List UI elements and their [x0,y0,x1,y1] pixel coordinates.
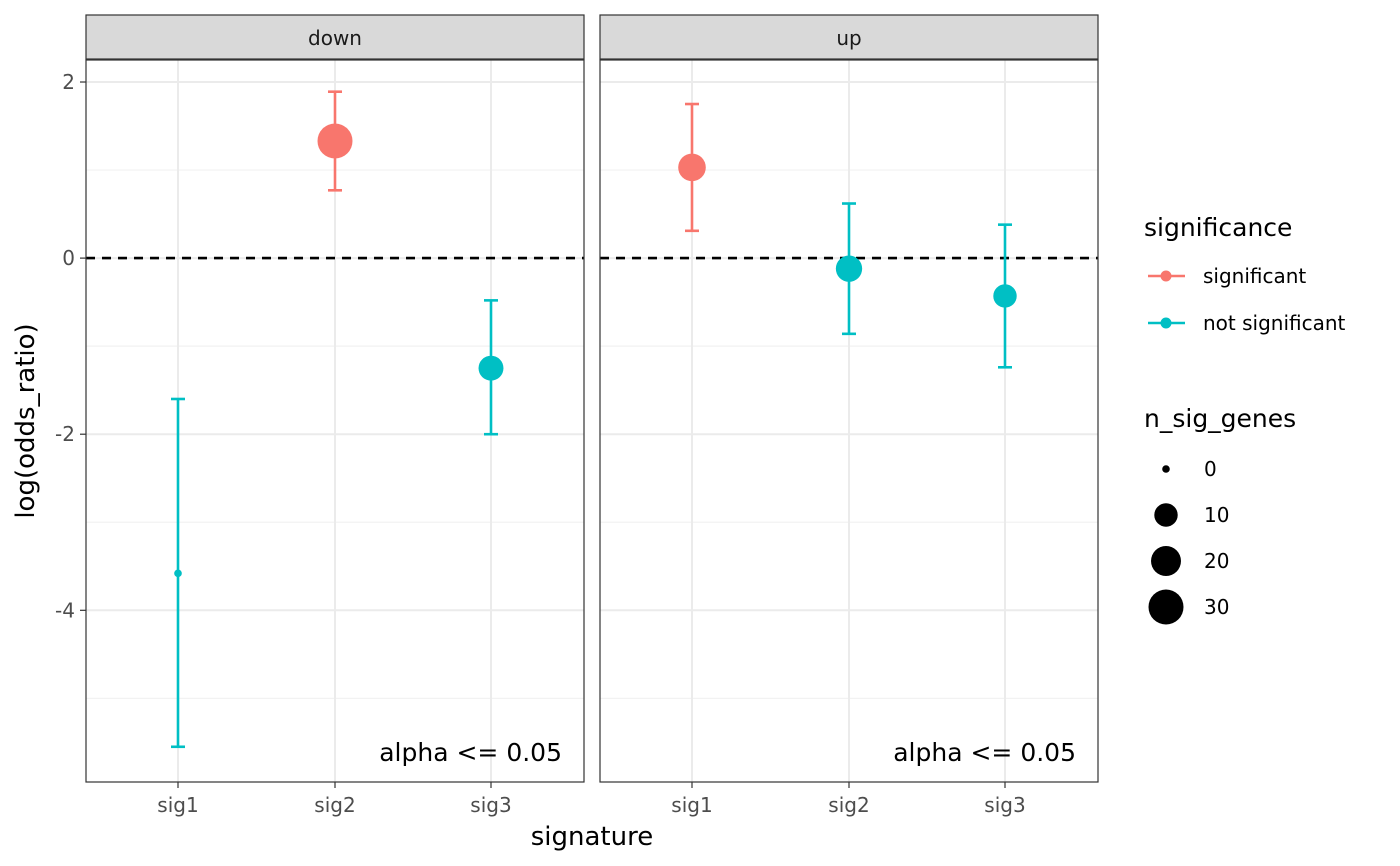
facet-strip [599,14,1099,60]
facet-panel-down: down alpha <= 0.05 sig1 sig2 sig3 [85,14,585,817]
data-point-up-sig2 [835,202,863,336]
legend-size-item: 20 [1151,546,1229,576]
alpha-annotation: alpha <= 0.05 [379,738,562,767]
legend-color-label: significant [1203,264,1306,288]
legend: significance significant not significant n_… [1144,213,1346,625]
data-point-down-sig3 [478,299,504,436]
point-marker [317,123,353,159]
x-axis-title: signature [531,822,653,852]
point-marker [478,355,504,381]
point-marker [993,284,1017,308]
facet-strip-label: down [308,26,362,50]
legend-size-label: 0 [1204,457,1217,481]
x-tick-label: sig3 [470,793,511,817]
legend-size-item: 10 [1154,503,1229,527]
y-tick-label: 2 [62,70,75,94]
y-axis: -4 -2 0 2 [55,70,86,622]
facet-strip [85,14,585,60]
legend-point-key [1160,270,1172,282]
facets-layer: down alpha <= 0.05 sig1 sig2 sig3 up alpha <= … [85,14,1099,817]
data-point-up-sig3 [993,223,1017,369]
x-tick-label: sig2 [314,793,355,817]
legend-size-key [1162,465,1170,473]
y-axis-title: log(odds_ratio) [11,323,41,518]
facet-panel-up: up alpha <= 0.05 sig1 sig2 sig3 [599,14,1099,817]
point-marker [835,255,863,282]
legend-color-label: not significant [1203,311,1346,335]
legend-color-item: significant [1148,264,1306,288]
legend-size-key [1154,503,1178,527]
data-point-down-sig1 [171,397,185,749]
legend-color-item: not significant [1148,311,1346,335]
legend-size-item: 0 [1162,457,1217,481]
legend-size-label: 10 [1204,503,1229,527]
x-tick-label: sig1 [157,793,198,817]
x-tick-label: sig2 [828,793,869,817]
legend-color-title: significance [1144,213,1292,242]
legend-point-key [1160,317,1172,329]
legend-size-key [1148,589,1184,625]
legend-size-title: n_sig_genes [1144,404,1296,433]
legend-size-item: 30 [1148,589,1229,625]
legend-size-label: 30 [1204,595,1229,619]
point-marker [678,153,706,182]
y-tick-label: -2 [55,422,75,446]
x-tick-label: sig1 [671,793,712,817]
legend-size-label: 20 [1204,549,1229,573]
legend-size-key [1151,546,1181,576]
point-marker [174,569,182,578]
y-tick-label: 0 [62,246,75,270]
y-tick-label: -4 [55,598,75,622]
facet-strip-label: up [836,26,861,50]
x-tick-label: sig3 [984,793,1025,817]
data-point-up-sig1 [678,102,706,233]
data-point-down-sig2 [317,90,353,192]
alpha-annotation: alpha <= 0.05 [893,738,1076,767]
